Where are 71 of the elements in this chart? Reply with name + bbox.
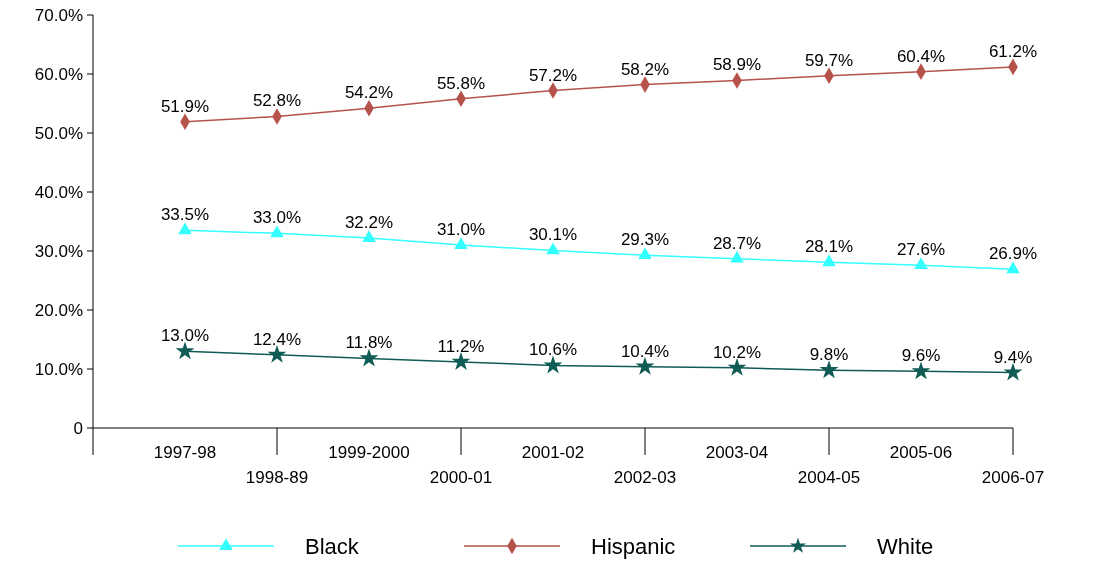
point <box>730 250 744 263</box>
y-tick-label: 70.0% <box>34 5 83 25</box>
data-label: 60.4% <box>896 46 946 66</box>
y-tick-label: 50.0% <box>34 123 83 143</box>
data-label: 61.2% <box>988 41 1038 61</box>
data-label: 26.9% <box>988 244 1038 264</box>
point <box>727 357 747 376</box>
data-label: 58.9% <box>712 55 762 75</box>
data-label: 59.7% <box>804 50 854 70</box>
y-tick-label: 10.0% <box>34 359 83 379</box>
data-label: 52.8% <box>252 91 302 111</box>
point <box>1003 362 1023 381</box>
point <box>362 230 376 242</box>
data-label: 10.2% <box>712 342 762 362</box>
data-label: 54.2% <box>344 83 394 103</box>
data-label: 31.0% <box>436 220 486 240</box>
data-label: 13.0% <box>160 326 210 346</box>
point <box>1006 261 1020 274</box>
point <box>270 225 284 238</box>
data-label: 30.1% <box>528 225 578 245</box>
point <box>454 237 468 250</box>
x-tick-label: 2002-03 <box>613 468 677 487</box>
data-label: 55.8% <box>436 73 486 93</box>
y-tick-label: 30.0% <box>34 241 83 261</box>
y-tick-label: 0 <box>73 418 83 438</box>
data-label: 10.6% <box>528 340 578 360</box>
x-tick-label: 1998-89 <box>245 468 309 487</box>
point <box>546 242 560 255</box>
data-label: 11.8% <box>345 333 393 353</box>
point <box>543 355 563 374</box>
point <box>267 344 287 363</box>
data-label: 9.8% <box>809 345 849 365</box>
x-tick-label: 1999-2000 <box>328 443 410 462</box>
point <box>638 247 652 260</box>
x-tick-label: 2000-01 <box>429 468 493 487</box>
y-tick-label: 60.0% <box>34 64 83 84</box>
legend-label: Hispanic <box>591 533 676 559</box>
data-label: 9.6% <box>901 346 941 366</box>
data-label: 33.5% <box>160 205 210 225</box>
data-label: 11.2% <box>437 336 485 356</box>
data-label: 28.1% <box>804 237 854 257</box>
data-label: 29.3% <box>620 230 670 250</box>
x-tick-label: 2004-05 <box>797 468 861 487</box>
point <box>822 254 836 267</box>
data-label: 58.2% <box>620 59 670 79</box>
data-label: 10.4% <box>620 341 670 361</box>
y-tick-label: 20.0% <box>34 300 83 320</box>
point <box>451 352 471 370</box>
point <box>178 222 192 235</box>
x-tick-label: 2006-07 <box>981 468 1045 487</box>
y-tick-label: 40.0% <box>34 182 83 202</box>
legend-label: Black <box>305 533 360 559</box>
point <box>635 356 655 375</box>
data-label: 12.4% <box>252 329 302 349</box>
data-label: 9.4% <box>993 347 1033 367</box>
point <box>359 348 379 367</box>
data-label: 57.2% <box>528 65 578 85</box>
point <box>911 361 931 380</box>
x-tick-label: 2001-02 <box>521 443 585 462</box>
x-tick-label: 2003-04 <box>705 443 769 462</box>
legend-label: White <box>877 533 934 559</box>
x-tick-label: 1997-98 <box>153 443 217 462</box>
x-tick-label: 2005-06 <box>889 443 953 462</box>
data-label: 33.0% <box>252 208 302 228</box>
data-label: 32.2% <box>344 213 394 233</box>
data-label: 51.9% <box>160 96 210 116</box>
data-label: 27.6% <box>896 240 946 260</box>
point <box>175 341 195 360</box>
point <box>914 257 928 270</box>
data-label: 28.7% <box>712 233 762 253</box>
point <box>819 360 839 379</box>
